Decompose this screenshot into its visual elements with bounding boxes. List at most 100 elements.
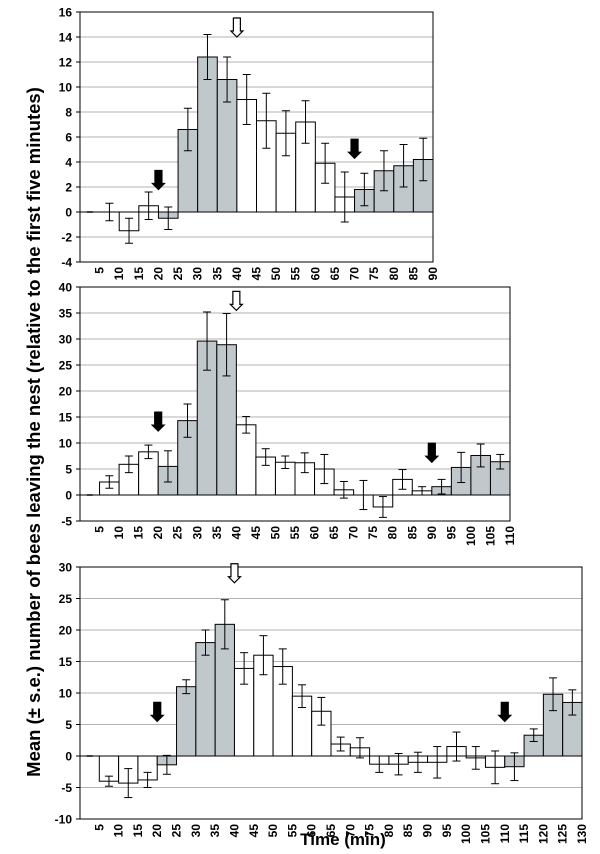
x-tick-label: 95 (440, 824, 454, 838)
y-tick-label: 5 (65, 463, 72, 477)
filled-arrow (497, 701, 513, 723)
x-tick-label: 95 (444, 526, 458, 540)
x-tick-label: 50 (269, 267, 283, 281)
y-tick-label: 10 (59, 437, 73, 451)
x-tick-label: 5 (92, 824, 106, 831)
x-tick-label: 30 (189, 824, 203, 838)
open-arrow (229, 17, 245, 38)
plot-frame (79, 286, 511, 522)
x-tick-label: 90 (421, 824, 435, 838)
y-tick-label: -10 (55, 813, 73, 827)
x-tick-label: 55 (288, 526, 302, 540)
chart-panel-1: -4 -2 0 2 4 6 8 10 12 14 16 5 10 15 20 25 30 35 40 45 50 55 60… (59, 6, 440, 281)
y-axis-title: Mean (± s.e.) number of bees leaving the… (23, 87, 44, 777)
x-tick-label: 20 (150, 824, 164, 838)
x-tick-label: 100 (459, 824, 473, 844)
x-tick-label: 40 (229, 526, 243, 540)
open-arrow (227, 563, 242, 584)
x-tick-label: 100 (464, 526, 478, 546)
x-tick-label: 25 (171, 267, 185, 281)
x-tick-label: 20 (151, 526, 165, 540)
bar (195, 642, 216, 757)
y-tick-label: 10 (59, 687, 73, 701)
y-tick-label: 10 (59, 81, 73, 95)
y-tick-label: 35 (59, 307, 73, 321)
x-tick-label: 30 (191, 267, 205, 281)
x-tick-label: 15 (132, 526, 146, 540)
bar (176, 686, 197, 757)
x-tick-label: 45 (247, 824, 261, 838)
x-tick-label: 75 (363, 824, 377, 838)
x-tick-label: 50 (266, 824, 280, 838)
filled-arrow (150, 411, 166, 432)
chart-panel-2: -5 0 5 10 15 20 25 30 35 40 5 10 15 20 25 30 35 40 45 50 55 6… (59, 281, 517, 547)
bar (197, 56, 218, 213)
y-tick-label: 30 (59, 561, 73, 575)
filled-arrow (424, 442, 440, 464)
x-tick-label: 75 (366, 526, 380, 540)
x-tick-label: 15 (131, 824, 145, 838)
x-tick-label: 5 (93, 267, 107, 274)
y-tick-label: 2 (65, 181, 72, 195)
y-tick-label: -2 (61, 231, 72, 245)
x-tick-label: 35 (208, 824, 222, 838)
chart-panel-3: -10 -5 0 5 10 15 20 25 30 5 10 15 20 25 30 35 40 45 50 55 60… (55, 561, 589, 845)
plot-frame (79, 566, 583, 820)
x-tick-label: 15 (132, 267, 146, 281)
x-tick-label: 10 (112, 267, 126, 281)
x-tick-label: 105 (478, 824, 492, 844)
y-tick-label: 25 (59, 592, 73, 606)
x-tick-label: 80 (382, 824, 396, 838)
x-tick-label: 25 (170, 824, 184, 838)
x-tick-label: 45 (249, 526, 263, 540)
x-tick-label: 65 (324, 824, 338, 838)
x-tick-label: 80 (386, 526, 400, 540)
x-tick-label: 70 (348, 267, 362, 281)
x-axis-title: Time (min) (300, 830, 386, 849)
x-tick-label: 10 (112, 526, 126, 540)
x-tick-label: 60 (308, 526, 322, 540)
x-tick-label: 125 (556, 824, 570, 844)
x-tick-label: 65 (328, 267, 342, 281)
x-tick-label: 85 (405, 526, 419, 540)
x-tick-label: 60 (305, 824, 319, 838)
y-tick-label: 0 (65, 206, 72, 220)
x-tick-label: 55 (285, 824, 299, 838)
y-tick-label: 12 (59, 56, 73, 70)
x-tick-label: 70 (343, 824, 357, 838)
open-arrow (228, 290, 244, 312)
x-tick-label: 30 (190, 526, 204, 540)
filled-arrow (347, 138, 363, 160)
x-tick-label: 90 (426, 267, 440, 281)
x-tick-label: 20 (151, 267, 165, 281)
x-tick-label: 105 (483, 526, 497, 546)
y-tick-label: 30 (59, 333, 73, 347)
y-tick-label: 15 (59, 655, 73, 669)
x-tick-label: 70 (347, 526, 361, 540)
y-tick-label: 8 (65, 106, 72, 120)
x-tick-label: 115 (517, 824, 531, 844)
x-tick-label: 35 (210, 526, 224, 540)
plot-frame (79, 11, 434, 263)
y-tick-label: -5 (61, 515, 72, 529)
x-tick-label: 65 (327, 526, 341, 540)
y-tick-label: 6 (65, 131, 72, 145)
filled-arrow (150, 169, 166, 191)
y-tick-label: 0 (65, 750, 72, 764)
x-tick-label: 5 (93, 526, 107, 533)
x-tick-label: 80 (387, 267, 401, 281)
y-tick-label: 15 (59, 411, 73, 425)
y-tick-label: 20 (59, 624, 73, 638)
x-tick-label: 55 (289, 267, 303, 281)
x-tick-label: 110 (503, 526, 517, 546)
bar (235, 424, 257, 496)
x-tick-label: 60 (308, 267, 322, 281)
y-tick-label: 4 (65, 156, 72, 170)
x-tick-label: 75 (367, 267, 381, 281)
y-tick-label: 40 (59, 281, 73, 295)
filled-arrow (149, 701, 165, 723)
x-tick-label: 110 (498, 824, 512, 844)
y-tick-label: 14 (59, 31, 73, 45)
x-tick-label: 85 (401, 824, 415, 838)
